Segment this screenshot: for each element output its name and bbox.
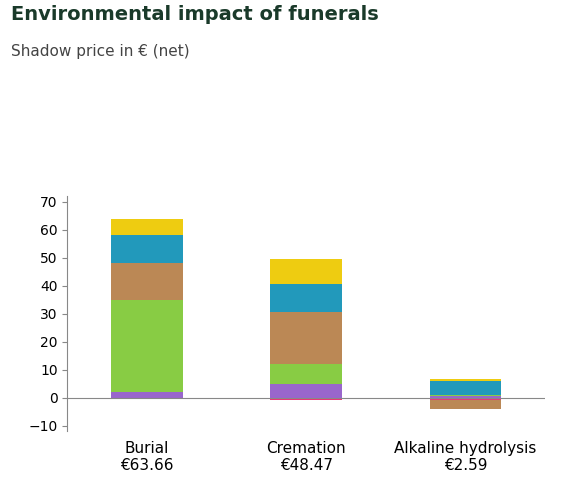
Bar	[430, 379, 501, 381]
Bar	[430, 396, 501, 397]
Bar	[270, 364, 342, 384]
Text: Shadow price in € (net): Shadow price in € (net)	[11, 44, 190, 59]
Bar	[270, 397, 342, 400]
Bar	[430, 400, 501, 409]
Bar	[111, 263, 183, 299]
Bar	[111, 392, 183, 397]
Bar	[111, 299, 183, 392]
Text: Environmental impact of funerals: Environmental impact of funerals	[11, 5, 379, 24]
Bar	[270, 384, 342, 397]
Bar	[270, 284, 342, 312]
Bar	[111, 220, 183, 235]
Bar	[430, 397, 501, 400]
Bar	[111, 235, 183, 263]
Bar	[270, 259, 342, 284]
Bar	[270, 312, 342, 364]
Bar	[430, 381, 501, 395]
Bar	[430, 395, 501, 396]
